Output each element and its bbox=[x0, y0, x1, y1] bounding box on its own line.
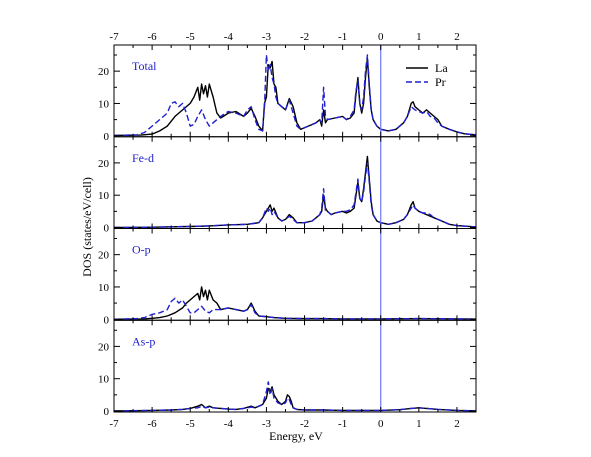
x-tick-label-top: 0 bbox=[378, 31, 384, 43]
series-line-pr bbox=[113, 54, 477, 137]
x-tick-label: 1 bbox=[416, 418, 422, 430]
panel-border bbox=[113, 44, 477, 138]
x-tick-label: -2 bbox=[300, 418, 309, 430]
x-tick-label-top: -5 bbox=[186, 31, 196, 43]
y-tick-label: 10 bbox=[98, 190, 110, 202]
x-tick-label-top: -2 bbox=[300, 31, 309, 43]
legend-label-pr: Pr bbox=[435, 75, 446, 89]
x-tick-label-top: -7 bbox=[109, 31, 119, 43]
panel-label: As-p bbox=[132, 334, 155, 348]
series-line-la bbox=[113, 155, 477, 229]
legend-label-la: La bbox=[435, 61, 448, 75]
x-tick-label-top: 2 bbox=[454, 31, 460, 43]
x-tick-label: -3 bbox=[262, 418, 272, 430]
y-tick-label: 10 bbox=[98, 98, 110, 110]
series-line-pr bbox=[113, 381, 477, 412]
x-tick-label: -6 bbox=[148, 418, 158, 430]
panel-border bbox=[113, 319, 477, 413]
y-tick-label: 20 bbox=[98, 341, 110, 353]
x-tick-label: -1 bbox=[338, 418, 347, 430]
x-tick-label-top: 1 bbox=[416, 31, 422, 43]
y-tick-label: 0 bbox=[104, 131, 110, 143]
y-tick-label: 20 bbox=[98, 158, 110, 170]
y-tick-label: 20 bbox=[98, 66, 110, 78]
x-tick-label-top: -4 bbox=[224, 31, 234, 43]
series-line-pr bbox=[113, 162, 477, 229]
dos-panel-fe-d: Fe-d bbox=[113, 151, 477, 229]
y-tick-label: 0 bbox=[104, 314, 110, 326]
dos-panel-as-p: As-p bbox=[113, 334, 477, 412]
panel-label: Fe-d bbox=[132, 151, 154, 165]
y-tick-label: 10 bbox=[98, 374, 110, 386]
y-axis-label: DOS (states/eV/cell) bbox=[80, 177, 94, 277]
dos-panel-total: Total bbox=[113, 54, 477, 137]
panel-border bbox=[113, 136, 477, 229]
dos-panels: Total Fe-d O-p As-p bbox=[113, 54, 477, 412]
y-tick-label: 0 bbox=[104, 223, 110, 235]
x-tick-label-top: -6 bbox=[148, 31, 158, 43]
x-tick-label: -5 bbox=[186, 418, 196, 430]
x-axis-label: Energy, eV bbox=[269, 429, 323, 443]
panel-label: Total bbox=[132, 59, 157, 73]
x-tick-label-top: -3 bbox=[262, 31, 272, 43]
plot-frame: 01020010200102001020-7-7-6-6-5-5-4-4-3-3… bbox=[98, 31, 477, 430]
y-tick-label: 10 bbox=[98, 282, 110, 294]
series-line-la bbox=[113, 286, 477, 320]
x-tick-label: 0 bbox=[378, 418, 384, 430]
y-tick-label: 20 bbox=[98, 250, 110, 262]
y-tick-label: 0 bbox=[104, 406, 110, 418]
panel-label: O-p bbox=[132, 243, 151, 257]
series-line-la bbox=[113, 57, 477, 137]
x-tick-label: -4 bbox=[224, 418, 234, 430]
x-tick-label: 2 bbox=[454, 418, 460, 430]
x-tick-label-top: -1 bbox=[338, 31, 347, 43]
dos-panel-o-p: O-p bbox=[113, 243, 477, 320]
x-tick-label: -7 bbox=[109, 418, 119, 430]
series-line-pr bbox=[113, 297, 477, 320]
